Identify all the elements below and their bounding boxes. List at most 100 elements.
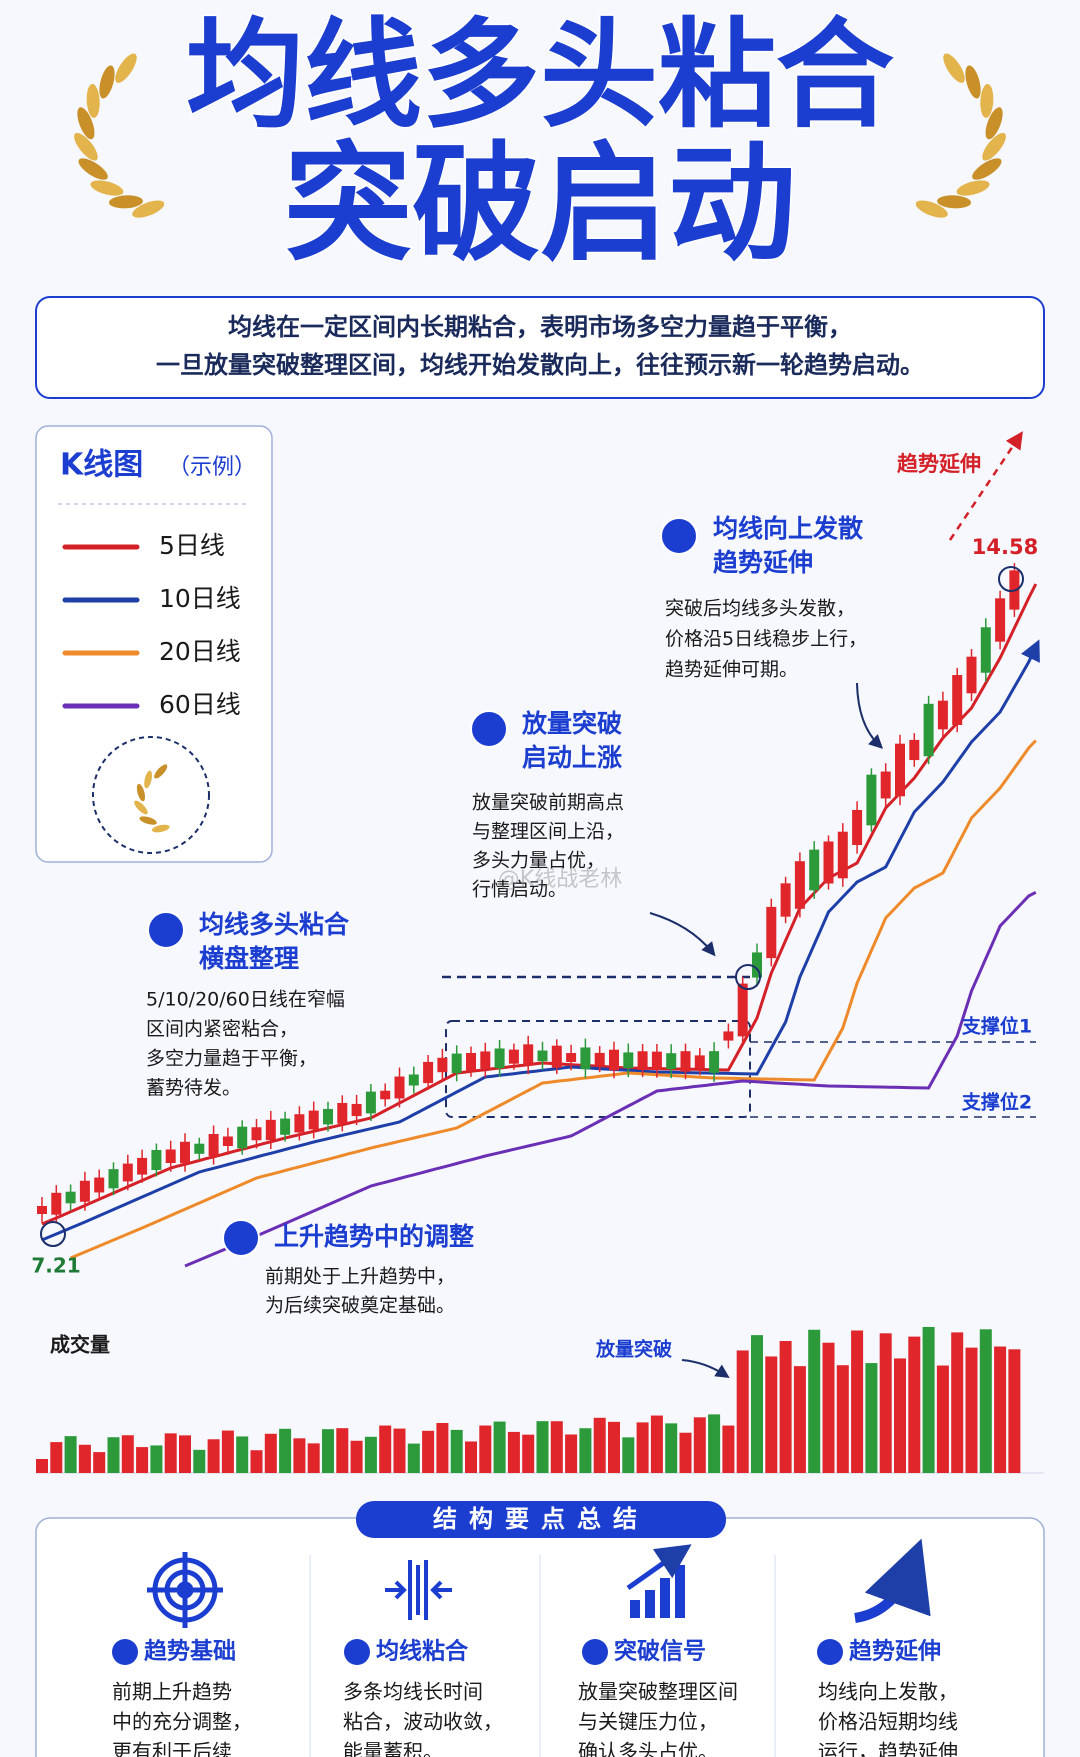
volume-bar: [622, 1437, 635, 1473]
step-title: 均线多头粘合: [199, 910, 350, 939]
volume-bar: [536, 1421, 549, 1473]
candle-body: [694, 1055, 705, 1069]
volume-bar: [851, 1330, 864, 1473]
volume-bar: [779, 1341, 792, 1473]
candle-body: [137, 1157, 148, 1175]
volume-bar: [207, 1439, 220, 1473]
volume-bar: [136, 1447, 149, 1473]
leaf: [965, 65, 981, 99]
volume-bar: [951, 1332, 964, 1473]
volume-bar: [465, 1441, 477, 1473]
candle-body: [323, 1108, 333, 1125]
highlight-ring: [40, 1221, 66, 1247]
volume-bar: [193, 1449, 206, 1473]
volume-bar: [565, 1434, 578, 1473]
watermark: @K线战老林: [498, 867, 622, 892]
volume-bar: [808, 1329, 821, 1473]
candle-body: [37, 1206, 47, 1214]
volume-bar: [107, 1437, 120, 1473]
volume-bar: [350, 1440, 363, 1473]
step-title: 上升趋势中的调整: [274, 1222, 474, 1251]
badge: [92, 736, 210, 854]
candle-body: [866, 774, 877, 826]
candle-body: [222, 1136, 233, 1147]
candle-body: [937, 700, 948, 730]
volume-bar: [250, 1450, 263, 1473]
summary-item-title: 趋势基础: [144, 1639, 236, 1665]
volume-bar: [1008, 1349, 1021, 1473]
candle-body: [480, 1051, 491, 1069]
summary-badge: [112, 1639, 138, 1665]
support-label: 支撑位1: [961, 1015, 1032, 1038]
candle-body: [294, 1114, 305, 1133]
volume-bar: [336, 1428, 349, 1473]
highlight-ring: [998, 566, 1024, 592]
volume-bar: [636, 1422, 649, 1473]
volume-bar: [450, 1429, 463, 1473]
step-title: 趋势延伸: [713, 548, 813, 577]
volume-bar: [50, 1442, 63, 1473]
icon-bars: [626, 1544, 692, 1618]
badge-laurel: [134, 764, 170, 833]
intro-box: [35, 296, 1045, 399]
step-badge: [147, 911, 185, 949]
candle-body: [308, 1110, 319, 1130]
candle-body: [909, 739, 920, 761]
candle-body: [895, 743, 905, 797]
summary-item-title: 均线粘合: [376, 1638, 469, 1665]
step-title: 启动上涨: [522, 743, 622, 772]
leaf: [136, 783, 146, 802]
volume-bar: [665, 1423, 678, 1473]
candle-body: [952, 675, 963, 725]
candle-body: [980, 627, 991, 673]
candle-body: [337, 1102, 348, 1124]
candle-body: [423, 1061, 434, 1084]
candle-body: [466, 1052, 476, 1071]
candle-body: [494, 1048, 505, 1069]
candle-body: [122, 1163, 133, 1182]
candle-body: [280, 1118, 291, 1135]
leaf: [982, 132, 1006, 161]
summary-item-text: 均线向上发散，: [818, 1680, 958, 1704]
step-text: 多头力量占优，: [472, 850, 605, 872]
moving-average: [70, 739, 1037, 1260]
candle-body: [594, 1052, 605, 1066]
volume-bar: [493, 1421, 506, 1473]
consolidation-box: [445, 1020, 751, 1118]
volume-bar: [436, 1423, 449, 1473]
volume-bar: [522, 1434, 535, 1473]
volume-bar: [793, 1366, 806, 1473]
volume-bar: [322, 1429, 334, 1473]
legend-title: K线图: [60, 448, 143, 483]
step-title: 放量突破: [521, 709, 622, 738]
moving-average: [41, 583, 1038, 1226]
leaf: [99, 65, 115, 99]
volume-bar: [507, 1431, 520, 1473]
volume-bar: [393, 1428, 406, 1473]
candle-body: [709, 1051, 720, 1073]
summary-item-title: 突破信号: [614, 1638, 706, 1665]
leaf: [77, 107, 95, 140]
kline-chart: [37, 431, 1040, 1268]
candle-body: [809, 849, 820, 891]
legend-label: 10日线: [159, 584, 241, 613]
volume-bar: [150, 1445, 163, 1473]
candle-body: [437, 1057, 448, 1073]
volume-bar: [979, 1329, 992, 1473]
pointer-arrow: [681, 1359, 730, 1379]
summary-item-title: 趋势延伸: [849, 1639, 941, 1665]
summary-item-text: 粘合，波动收敛，: [343, 1710, 503, 1734]
leaf: [108, 195, 143, 209]
summary-badge: [817, 1639, 843, 1665]
volume-bar: [307, 1443, 320, 1473]
summary-item-text: 与关键压力位，: [578, 1710, 718, 1734]
leaf: [915, 200, 948, 218]
volume-bar: [879, 1333, 892, 1473]
title: 突破启动: [284, 130, 796, 279]
candle-body: [737, 983, 748, 1037]
volume-bar: [36, 1459, 48, 1473]
candle-body: [766, 906, 777, 959]
candle-body: [380, 1090, 391, 1100]
candle-body: [165, 1149, 176, 1164]
leaf: [132, 200, 165, 218]
